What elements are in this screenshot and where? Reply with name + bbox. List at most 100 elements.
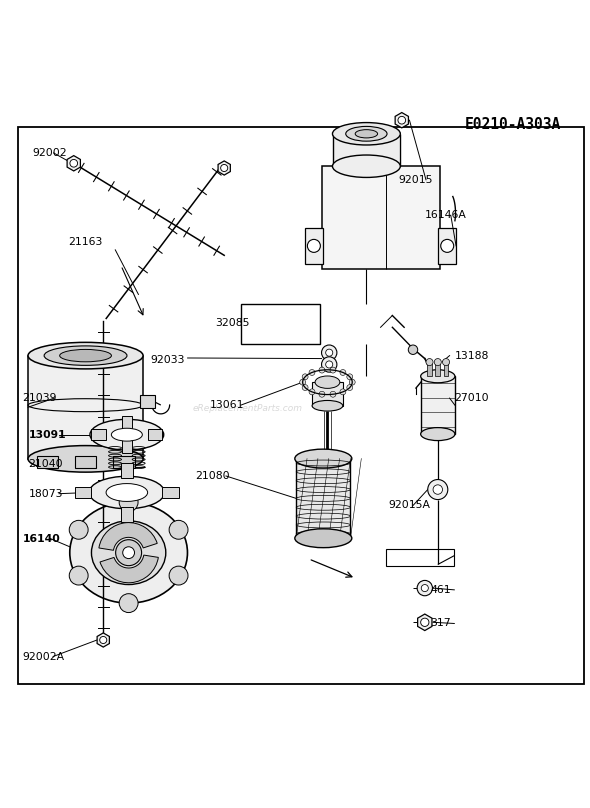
Wedge shape (100, 555, 158, 583)
Text: 32085: 32085 (215, 318, 250, 327)
Text: 92002A: 92002A (22, 651, 64, 662)
Circle shape (119, 493, 138, 511)
Circle shape (347, 374, 353, 380)
Ellipse shape (332, 155, 400, 178)
Circle shape (326, 361, 333, 368)
Text: 92033: 92033 (150, 355, 185, 364)
Circle shape (319, 367, 325, 373)
Circle shape (319, 391, 325, 398)
Ellipse shape (355, 129, 378, 138)
Text: 461: 461 (431, 585, 451, 595)
Bar (312, 382, 343, 406)
Bar (322, 166, 440, 270)
Bar (122, 440, 132, 453)
Circle shape (302, 374, 308, 380)
Bar (296, 459, 350, 538)
Circle shape (349, 379, 355, 385)
Ellipse shape (106, 483, 148, 502)
Circle shape (330, 391, 336, 398)
Circle shape (69, 520, 88, 539)
Bar (444, 364, 448, 377)
Text: 92015: 92015 (398, 175, 432, 185)
Text: eReplacementParts.com: eReplacementParts.com (193, 404, 303, 413)
Circle shape (309, 369, 315, 376)
Circle shape (69, 566, 88, 585)
Circle shape (421, 584, 428, 591)
Polygon shape (395, 112, 408, 128)
Circle shape (441, 239, 454, 252)
Ellipse shape (70, 503, 188, 603)
Bar (140, 395, 155, 408)
Ellipse shape (421, 427, 455, 440)
Bar (121, 463, 133, 478)
Text: 13188: 13188 (454, 351, 489, 360)
Circle shape (442, 359, 450, 366)
Text: 92002: 92002 (32, 148, 67, 158)
Polygon shape (97, 633, 109, 647)
Circle shape (169, 520, 188, 539)
Bar (162, 487, 179, 498)
Ellipse shape (44, 346, 127, 365)
Circle shape (322, 345, 337, 360)
Bar (91, 429, 106, 440)
Circle shape (428, 479, 448, 499)
Circle shape (398, 116, 406, 124)
Text: 13091: 13091 (28, 430, 66, 440)
Bar (113, 456, 135, 468)
Bar (241, 304, 320, 344)
Circle shape (330, 367, 336, 373)
Ellipse shape (91, 521, 166, 584)
Ellipse shape (315, 376, 340, 389)
Wedge shape (99, 523, 158, 550)
Text: E0210-A303A: E0210-A303A (465, 117, 562, 133)
Polygon shape (418, 614, 432, 630)
Circle shape (119, 594, 138, 612)
Text: 21163: 21163 (68, 237, 102, 246)
Circle shape (309, 389, 315, 395)
Ellipse shape (28, 445, 143, 472)
Circle shape (100, 637, 107, 643)
Circle shape (221, 165, 228, 171)
Ellipse shape (90, 419, 163, 450)
Text: 13061: 13061 (209, 400, 244, 410)
Circle shape (340, 389, 346, 395)
Text: 21039: 21039 (22, 393, 57, 403)
Bar (421, 377, 455, 434)
Circle shape (302, 385, 308, 390)
Text: 21040: 21040 (28, 459, 63, 469)
Ellipse shape (332, 123, 400, 145)
Bar (435, 364, 440, 377)
Bar (37, 456, 58, 468)
Text: 16140: 16140 (22, 533, 60, 544)
Bar (28, 356, 143, 459)
Circle shape (300, 379, 306, 385)
Text: 92015A: 92015A (388, 500, 430, 511)
Polygon shape (67, 156, 80, 171)
Circle shape (70, 159, 77, 167)
Text: 317: 317 (431, 618, 451, 629)
Bar (386, 549, 454, 566)
Ellipse shape (60, 349, 112, 362)
Bar (75, 487, 91, 498)
Circle shape (347, 385, 353, 390)
Circle shape (322, 357, 337, 372)
Circle shape (408, 345, 418, 355)
Bar (427, 364, 432, 377)
Ellipse shape (28, 343, 143, 369)
Text: 18073: 18073 (28, 489, 63, 499)
Ellipse shape (112, 428, 142, 441)
Circle shape (340, 369, 346, 376)
Bar (327, 185, 386, 258)
Circle shape (421, 618, 429, 626)
Circle shape (307, 239, 320, 252)
Circle shape (417, 580, 432, 595)
Circle shape (433, 485, 442, 494)
Text: 16146A: 16146A (425, 210, 467, 221)
Ellipse shape (295, 449, 352, 468)
Circle shape (169, 566, 188, 585)
Bar (75, 456, 96, 468)
Ellipse shape (89, 476, 165, 509)
Ellipse shape (421, 370, 455, 383)
Ellipse shape (312, 401, 343, 411)
Circle shape (326, 349, 333, 356)
